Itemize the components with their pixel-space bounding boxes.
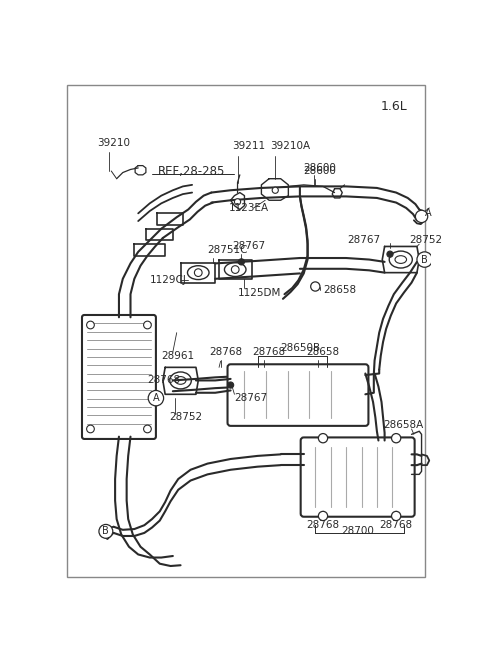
Text: 28600: 28600 [304, 166, 336, 176]
FancyBboxPatch shape [228, 364, 369, 426]
Text: 28752: 28752 [169, 413, 202, 422]
Text: 28768: 28768 [252, 347, 285, 357]
Text: 39211: 39211 [232, 141, 265, 151]
Circle shape [234, 198, 240, 205]
Text: 1125DM: 1125DM [238, 288, 282, 297]
Text: 28658: 28658 [323, 286, 356, 295]
Text: 39210A: 39210A [271, 141, 311, 151]
Text: 28752: 28752 [409, 235, 443, 246]
Text: 28658: 28658 [306, 347, 339, 357]
Circle shape [392, 434, 401, 443]
Text: 28767: 28767 [348, 235, 381, 246]
Circle shape [318, 434, 328, 443]
Circle shape [144, 321, 151, 329]
Text: 28600: 28600 [304, 163, 336, 173]
Text: A: A [425, 208, 431, 218]
Text: 28768: 28768 [209, 347, 242, 357]
Circle shape [99, 525, 113, 538]
Text: REF,28-285: REF,28-285 [157, 164, 225, 178]
Circle shape [194, 269, 202, 276]
Text: 28650B: 28650B [281, 343, 321, 353]
Circle shape [417, 252, 432, 267]
Text: 28961: 28961 [161, 351, 194, 361]
Text: 28767: 28767 [234, 393, 267, 403]
Circle shape [228, 382, 234, 388]
Circle shape [148, 390, 164, 406]
Text: A: A [153, 393, 159, 403]
Circle shape [238, 259, 244, 265]
Text: 28751C: 28751C [207, 244, 248, 255]
Text: 28658A: 28658A [383, 420, 423, 430]
Circle shape [86, 321, 94, 329]
Circle shape [272, 187, 278, 193]
Circle shape [86, 425, 94, 433]
Circle shape [231, 266, 239, 273]
Text: 1123EA: 1123EA [229, 203, 269, 213]
Text: 28767: 28767 [232, 242, 265, 252]
Text: 28700: 28700 [341, 525, 374, 536]
Text: 28768: 28768 [306, 520, 339, 530]
Circle shape [318, 512, 328, 521]
Text: 28768: 28768 [147, 375, 180, 385]
Circle shape [387, 251, 393, 257]
Text: 1129CJ: 1129CJ [150, 275, 187, 286]
Text: B: B [103, 527, 109, 536]
FancyBboxPatch shape [300, 438, 415, 517]
Text: B: B [421, 255, 428, 265]
Circle shape [415, 210, 428, 223]
Circle shape [311, 282, 320, 291]
Circle shape [392, 512, 401, 521]
Text: 39210: 39210 [97, 138, 131, 147]
FancyBboxPatch shape [82, 315, 156, 439]
Text: 1.6L: 1.6L [381, 100, 408, 113]
Circle shape [144, 425, 151, 433]
Text: 28768: 28768 [380, 520, 413, 530]
